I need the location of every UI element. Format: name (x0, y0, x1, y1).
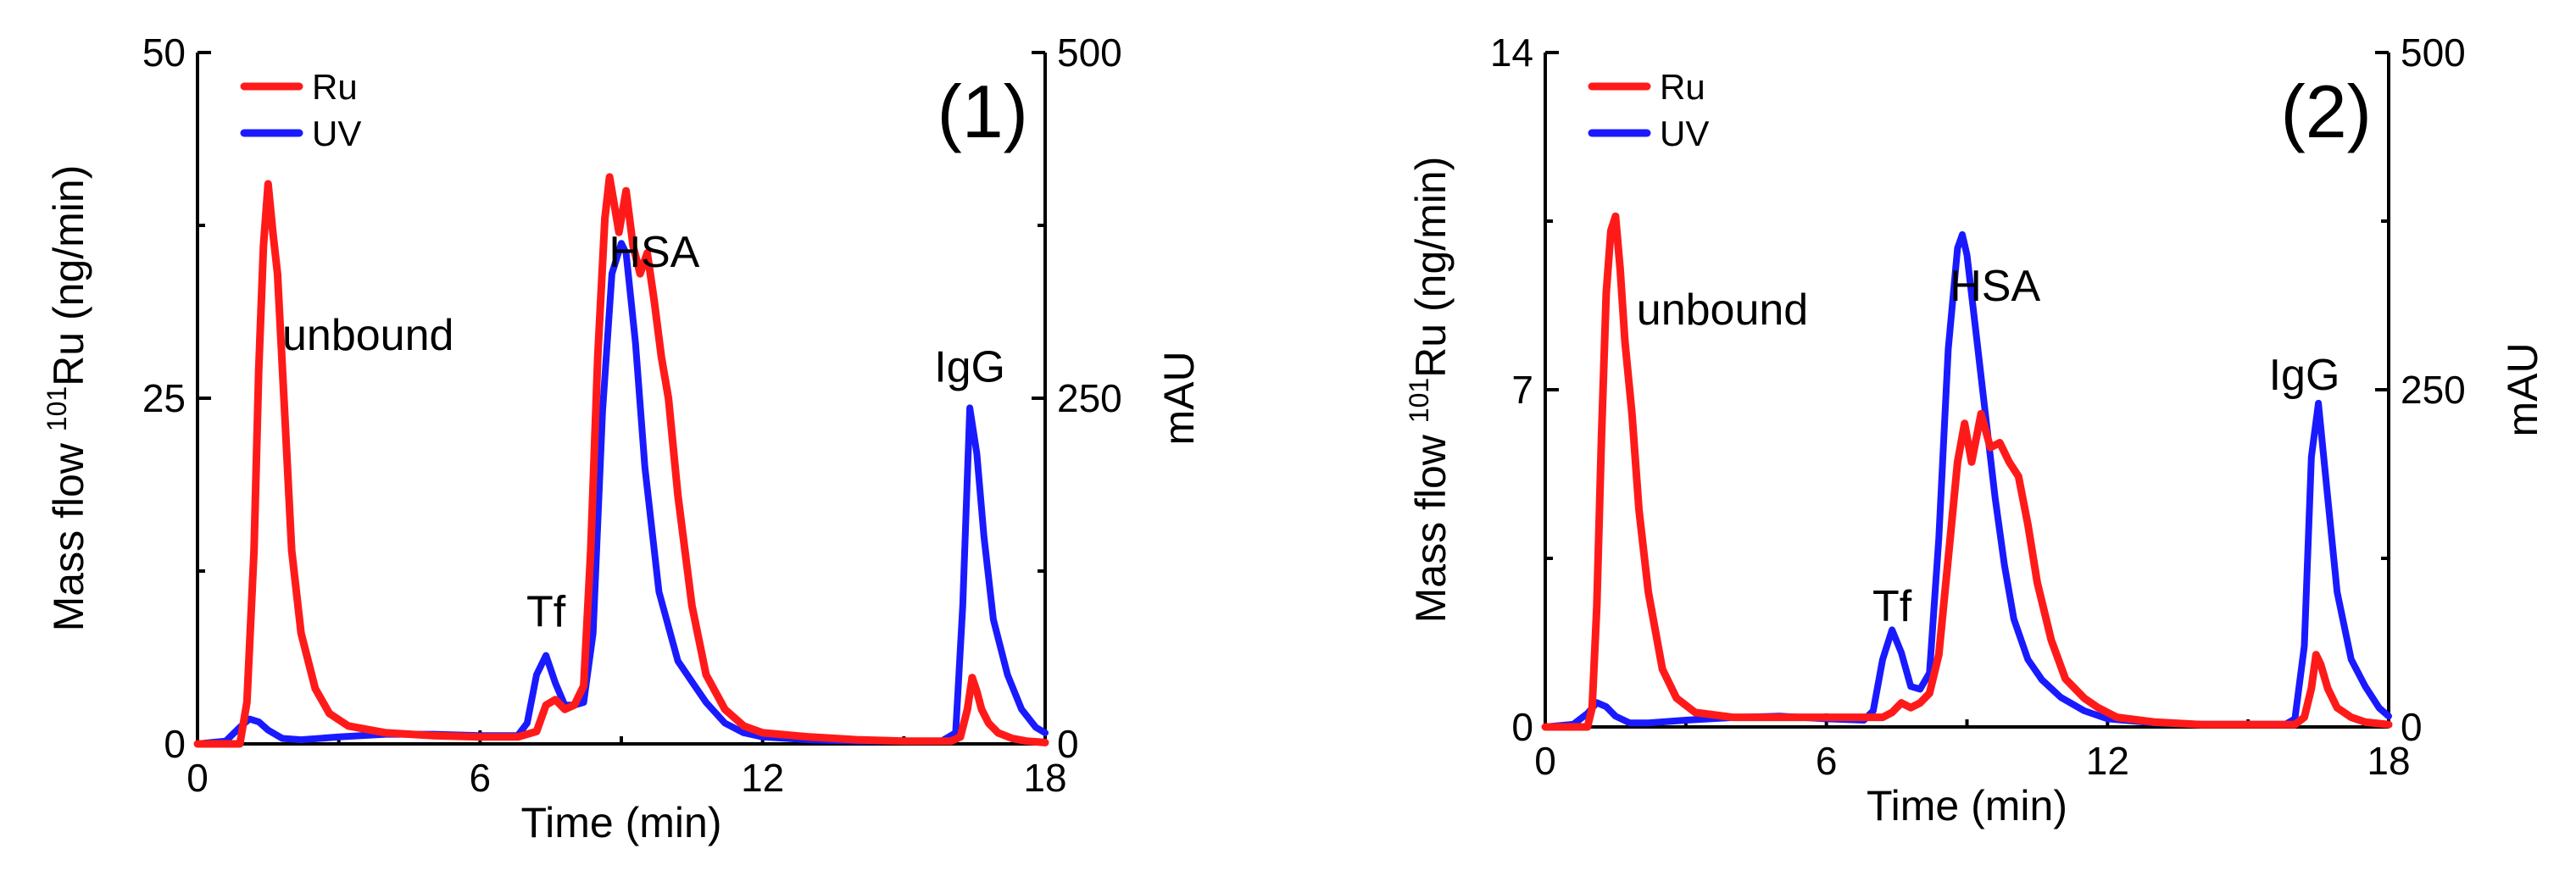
legend-label-ru: Ru (312, 67, 358, 107)
panel-label: (2) (2280, 69, 2372, 153)
y-axis-title-superscript: 101 (42, 386, 72, 431)
x-tick-label: 12 (741, 756, 784, 800)
peak-label-tf: Tf (526, 587, 566, 636)
y-tick-label: 0 (1511, 705, 1533, 749)
y-tick-label: 14 (1490, 31, 1533, 75)
y-axis-title: Mass flow 101Ru (ng/min) (42, 165, 92, 632)
y2-tick-label: 0 (2401, 705, 2423, 749)
y-tick-label: 7 (1511, 368, 1533, 412)
series-line-uv (1542, 230, 2392, 730)
x-tick-label: 18 (1023, 756, 1066, 800)
panel-label: (1) (937, 69, 1028, 153)
y-axis-title-suffix: Ru (ng/min) (1407, 157, 1455, 378)
y2-tick-label: 0 (1057, 722, 1079, 766)
legend-label-ru: Ru (1660, 67, 1705, 107)
x-tick-label: 0 (186, 756, 209, 800)
y2-axis-title: mAU (1155, 351, 1203, 445)
legend-label-uv: UV (1660, 114, 1709, 153)
y-tick-label: 50 (142, 31, 186, 75)
y-axis-title-prefix: Mass flow (1407, 423, 1455, 623)
x-tick-label: 6 (1816, 739, 1838, 783)
x-axis-title: Time (min) (1867, 782, 2067, 829)
y-tick-label: 0 (164, 722, 186, 766)
y-axis-title-suffix: Ru (ng/min) (45, 165, 92, 386)
y2-axis-title: mAU (2499, 342, 2546, 436)
x-tick-label: 0 (1534, 739, 1556, 783)
peak-label-hsa: HSA (1950, 262, 2040, 311)
series-line-uv (194, 240, 1049, 747)
y2-tick-label: 250 (2401, 368, 2466, 412)
y-axis-title: Mass flow 101Ru (ng/min) (1404, 157, 1455, 624)
y2-tick-label: 500 (2401, 31, 2466, 75)
x-tick-label: 6 (470, 756, 492, 800)
y2-tick-label: 500 (1057, 31, 1122, 75)
peak-label-unbound: unbound (282, 311, 453, 360)
x-tick-label: 18 (2367, 739, 2410, 783)
y2-tick-label: 250 (1057, 376, 1122, 420)
x-tick-label: 12 (2086, 739, 2129, 783)
legend-label-uv: UV (312, 114, 361, 153)
y-axis-title-prefix: Mass flow (45, 431, 92, 631)
x-axis-title: Time (min) (520, 799, 721, 846)
series-line-ru (193, 173, 1049, 748)
peak-label-hsa: HSA (609, 228, 699, 277)
peak-label-igg: IgG (2269, 351, 2340, 400)
y-axis-title-superscript: 101 (1404, 378, 1434, 423)
series-line-ru (1541, 212, 2393, 731)
peak-label-tf: Tf (1872, 582, 1912, 631)
peak-label-igg: IgG (934, 342, 1005, 391)
y-tick-label: 25 (142, 376, 186, 420)
peak-label-unbound: unbound (1637, 286, 1808, 335)
